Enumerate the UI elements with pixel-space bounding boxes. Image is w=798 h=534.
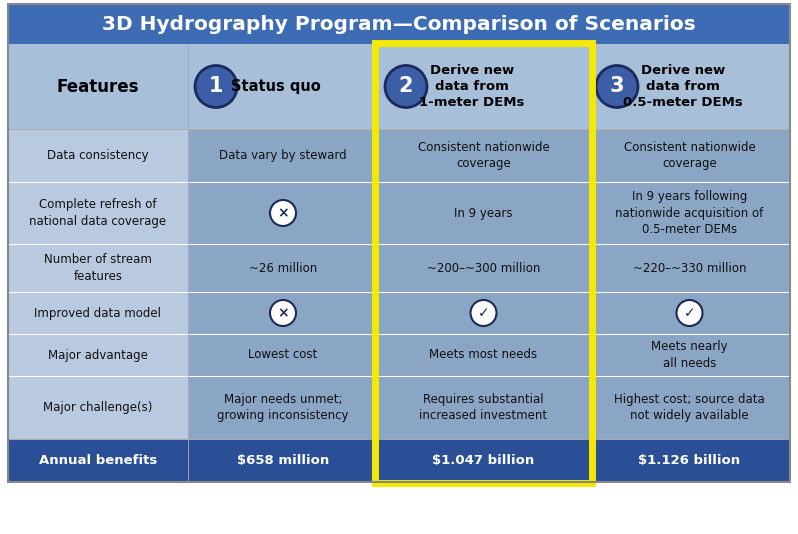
Text: Consistent nationwide
coverage: Consistent nationwide coverage xyxy=(417,141,549,170)
Text: $1.047 billion: $1.047 billion xyxy=(433,454,535,467)
Text: Highest cost; source data
not widely available: Highest cost; source data not widely ava… xyxy=(614,392,764,422)
Bar xyxy=(378,129,589,182)
Bar xyxy=(188,129,378,182)
Bar xyxy=(8,376,188,439)
Bar xyxy=(589,129,790,182)
Bar xyxy=(378,439,589,482)
Bar xyxy=(8,244,188,292)
Text: $1.126 billion: $1.126 billion xyxy=(638,454,741,467)
Text: ✓: ✓ xyxy=(478,306,489,320)
Bar xyxy=(378,292,589,334)
Bar xyxy=(188,182,378,244)
Bar xyxy=(8,439,188,482)
Bar xyxy=(8,292,188,334)
Text: Annual benefits: Annual benefits xyxy=(39,454,157,467)
Bar xyxy=(378,376,589,439)
Bar xyxy=(589,182,790,244)
Text: 3D Hydrography Program—Comparison of Scenarios: 3D Hydrography Program—Comparison of Sce… xyxy=(102,14,696,34)
Bar xyxy=(589,376,790,439)
Text: ~200–~300 million: ~200–~300 million xyxy=(427,262,540,274)
Text: Derive new
data from
0.5-meter DEMs: Derive new data from 0.5-meter DEMs xyxy=(623,64,743,109)
Bar xyxy=(188,376,378,439)
Text: Major needs unmet;
growing inconsistency: Major needs unmet; growing inconsistency xyxy=(217,392,349,422)
Circle shape xyxy=(471,300,496,326)
Text: 1: 1 xyxy=(209,76,223,97)
Text: Status quo: Status quo xyxy=(231,79,321,94)
Bar xyxy=(188,244,378,292)
Text: Major advantage: Major advantage xyxy=(48,349,148,362)
Text: Consistent nationwide
coverage: Consistent nationwide coverage xyxy=(623,141,756,170)
Text: Derive new
data from
1-meter DEMs: Derive new data from 1-meter DEMs xyxy=(419,64,525,109)
Text: Meets most needs: Meets most needs xyxy=(429,349,538,362)
Text: Complete refresh of
national data coverage: Complete refresh of national data covera… xyxy=(30,198,167,227)
Text: Meets nearly
all needs: Meets nearly all needs xyxy=(651,340,728,370)
Text: ×: × xyxy=(277,306,289,320)
Text: ~220–~330 million: ~220–~330 million xyxy=(633,262,746,274)
Text: Improved data model: Improved data model xyxy=(34,307,161,319)
Bar xyxy=(589,44,790,129)
Bar xyxy=(589,244,790,292)
Text: 3: 3 xyxy=(610,76,624,97)
Text: Data vary by steward: Data vary by steward xyxy=(219,149,347,162)
Bar xyxy=(378,244,589,292)
Bar xyxy=(375,43,592,483)
Circle shape xyxy=(270,300,296,326)
Text: $658 million: $658 million xyxy=(237,454,329,467)
Bar xyxy=(188,292,378,334)
Text: ×: × xyxy=(277,206,289,220)
Text: Requires substantial
increased investment: Requires substantial increased investmen… xyxy=(420,392,547,422)
Circle shape xyxy=(596,66,638,107)
Bar xyxy=(589,334,790,376)
Circle shape xyxy=(270,200,296,226)
Bar xyxy=(188,44,378,129)
Text: Data consistency: Data consistency xyxy=(47,149,148,162)
Text: Major challenge(s): Major challenge(s) xyxy=(43,401,152,414)
Bar xyxy=(378,334,589,376)
Text: Features: Features xyxy=(57,77,139,96)
Bar xyxy=(8,44,188,129)
Text: Lowest cost: Lowest cost xyxy=(248,349,318,362)
Bar xyxy=(8,4,790,44)
Bar xyxy=(8,182,188,244)
Text: In 9 years following
nationwide acquisition of
0.5-meter DEMs: In 9 years following nationwide acquisit… xyxy=(615,190,764,236)
Text: ✓: ✓ xyxy=(684,306,695,320)
Text: 2: 2 xyxy=(399,76,413,97)
Bar xyxy=(589,292,790,334)
Circle shape xyxy=(195,66,237,107)
Bar xyxy=(8,334,188,376)
Bar xyxy=(378,182,589,244)
Text: Number of stream
features: Number of stream features xyxy=(44,253,152,282)
Bar xyxy=(378,44,589,129)
Bar xyxy=(188,334,378,376)
Circle shape xyxy=(677,300,702,326)
Text: In 9 years: In 9 years xyxy=(454,207,513,219)
Text: ~26 million: ~26 million xyxy=(249,262,317,274)
Bar xyxy=(8,4,790,482)
Bar xyxy=(8,129,188,182)
Bar xyxy=(188,439,378,482)
Bar xyxy=(589,439,790,482)
Circle shape xyxy=(385,66,427,107)
